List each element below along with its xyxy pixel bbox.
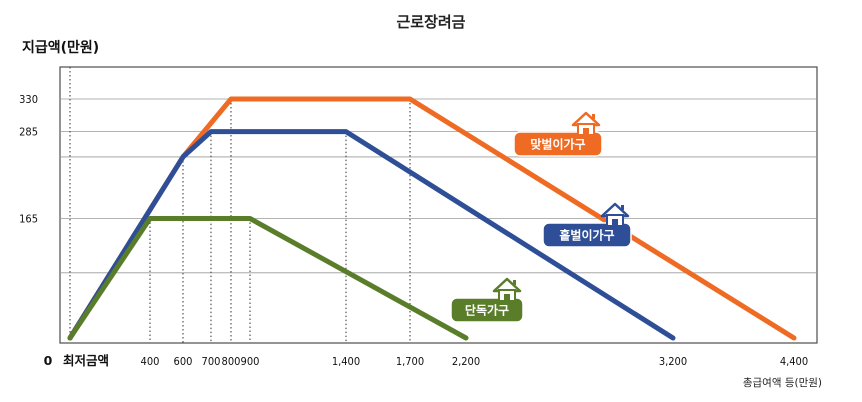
series-label: 맞벌이가구 xyxy=(530,137,585,152)
series-line xyxy=(67,216,469,341)
x-tick-label: 600 xyxy=(174,355,193,368)
series-label: 홑벌이가구 xyxy=(559,228,614,243)
min-amount-label: 최저금액 xyxy=(63,353,109,368)
x-tick-label: 4,400 xyxy=(780,355,808,368)
origin-label: 0 xyxy=(44,353,53,368)
plot-area xyxy=(59,66,818,344)
x-tick-label: 900 xyxy=(241,355,260,368)
house-icon xyxy=(492,277,522,302)
series-line xyxy=(67,129,676,341)
y-tick-label: 330 xyxy=(19,93,38,106)
y-tick-label: 285 xyxy=(19,126,38,139)
series-lines xyxy=(67,96,797,341)
series-label-box xyxy=(513,131,603,157)
x-tick-label: 400 xyxy=(141,355,160,368)
series-label: 단독가구 xyxy=(465,303,509,318)
house-icon xyxy=(571,111,601,136)
tick-labels: 165 285 330 400 600 700 800 900 1,400 1,700 2,200 3… xyxy=(19,93,808,368)
x-tick-label: 700 xyxy=(202,355,221,368)
x-tick-label: 1,700 xyxy=(396,355,424,368)
y-axis-label: 지급액(만원) xyxy=(22,39,99,56)
x-tick-label: 800 xyxy=(222,355,241,368)
chart-title: 근로장려금 xyxy=(396,13,465,31)
series-label-box xyxy=(450,297,524,323)
house-icon xyxy=(600,202,630,227)
series-label-box xyxy=(542,222,632,248)
x-tick-label: 3,200 xyxy=(659,355,687,368)
x-tick-label: 2,200 xyxy=(452,355,480,368)
x-tick-label: 1,400 xyxy=(332,355,360,368)
guide-lines xyxy=(69,67,411,343)
x-axis-label: 총급여액 등(만원) xyxy=(743,377,822,389)
y-tick-label: 165 xyxy=(19,213,38,226)
